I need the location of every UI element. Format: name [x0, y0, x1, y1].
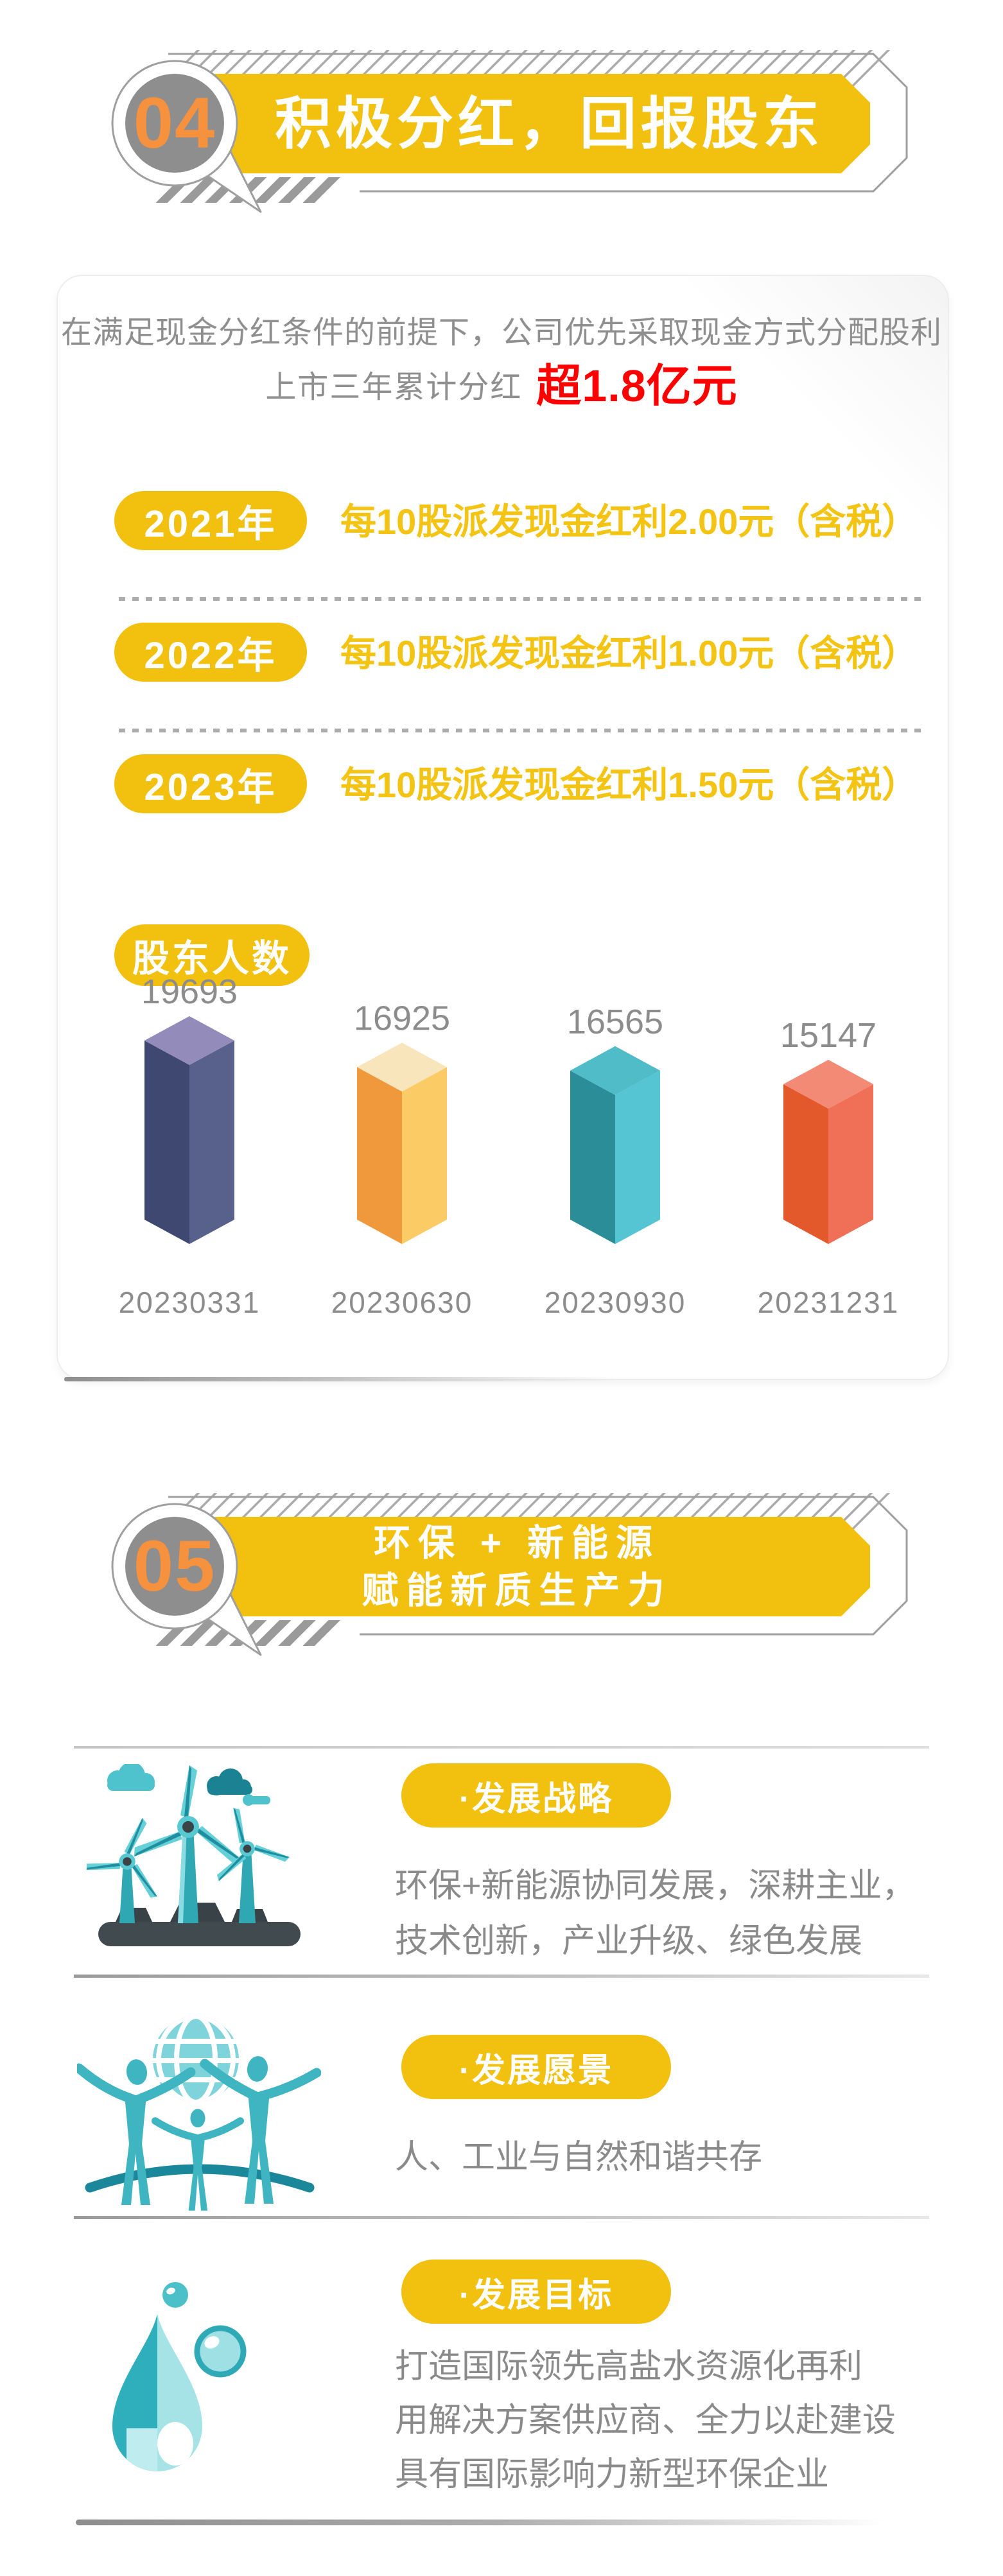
turbine-right	[216, 1808, 290, 1881]
banner-outline	[168, 1496, 908, 1636]
year-badge-2022: 2022年	[114, 623, 307, 682]
people	[77, 2056, 321, 2211]
bar-date-label: 20230331	[119, 1286, 261, 1319]
bar-20230930	[570, 1070, 615, 1244]
bubble-ring	[194, 2325, 247, 2378]
goal-text: 打造国际领先高盐水资源化再利 用解决方案供应商、全力以赴建设 具有国际影响力新型…	[395, 2348, 896, 2493]
water-drop-icon	[112, 2282, 247, 2471]
bar-20230331	[189, 1041, 234, 1244]
strategy-text: 环保+新能源协同发展，深耕主业， 技术创新，产业升级、绿色发展	[395, 1867, 916, 1960]
section-05-header: 05 环保 + 新能源 赋能新质生产力	[0, 1483, 1003, 1663]
dividend-desc-2022: 每10股派发现金红利1.00元（含税）	[340, 633, 918, 673]
divider-line	[74, 1746, 929, 1749]
vision-text: 人、工业与自然和谐共存	[395, 2139, 763, 2176]
dividend-desc-2021: 每10股派发现金红利2.00元（含税）	[340, 501, 918, 542]
strategy-badge: ·发展战略	[401, 1763, 671, 1828]
shareholders-label-badge: 股东人数	[114, 924, 310, 986]
bar-20230930	[615, 1070, 660, 1244]
bar-20230630	[357, 1067, 402, 1244]
bar-20231231	[783, 1060, 873, 1109]
bar-20231231	[783, 1084, 828, 1244]
banner-outline	[168, 53, 908, 193]
section-04-header: 04 积极分红，回报股东	[0, 40, 1003, 220]
header-decoration	[111, 1493, 908, 1656]
wind-turbine-icon	[87, 1764, 301, 1946]
bar-value-label: 15147	[780, 1016, 877, 1055]
number-circle	[125, 1517, 224, 1616]
intro-prefix: 上市三年累计分红	[265, 370, 523, 404]
bar-date-label: 20231231	[758, 1286, 900, 1319]
bar-20231231	[828, 1084, 873, 1244]
clouds	[107, 1764, 270, 1806]
bar-value-label: 16565	[567, 1003, 663, 1041]
drop-highlight	[157, 2422, 193, 2466]
bar-20230331	[144, 1041, 189, 1244]
goal-badge: ·发展目标	[401, 2260, 671, 2324]
dividend-intro-line1: 在满足现金分红条件的前提下，公司优先采取现金方式分配股利	[60, 316, 942, 350]
section-title: 环保 + 新能源 赋能新质生产力	[164, 1517, 870, 1616]
turbine-center	[134, 1765, 241, 1863]
dotted-divider	[119, 729, 925, 732]
yellow-banner	[164, 1517, 870, 1616]
section-title: 积极分红，回报股东	[275, 92, 824, 155]
yellow-banner	[164, 74, 870, 173]
bar-date-label: 20230930	[545, 1286, 686, 1319]
bar-value-label: 16925	[354, 999, 450, 1037]
divider-line	[74, 2216, 929, 2219]
year-badge-2023: 2023年	[114, 754, 307, 813]
bar-20230630	[357, 1042, 447, 1092]
dotted-divider	[119, 597, 925, 601]
section-title-line2: 赋能新质生产力	[362, 1569, 672, 1611]
bar-date-label: 20230630	[331, 1286, 473, 1319]
people-globe-icon	[77, 2016, 321, 2211]
year-badge-2021: 2021年	[114, 491, 307, 550]
bar-20230630	[402, 1067, 447, 1244]
dividend-desc-2023: 每10股派发现金红利1.50元（含税）	[340, 765, 918, 805]
dividend-intro-line2: 上市三年累计分红 超1.8亿元	[57, 350, 946, 415]
bar-20230930	[570, 1046, 660, 1095]
vision-badge: ·发展愿景	[401, 2035, 671, 2099]
bubble-small	[162, 2282, 188, 2308]
intro-highlight: 超1.8亿元	[536, 361, 738, 411]
divider-line	[74, 1975, 929, 1978]
section-number: 04	[133, 83, 216, 163]
header-decoration	[111, 50, 908, 213]
bar-value-label: 19693	[141, 972, 238, 1011]
turbine-left	[87, 1817, 158, 1898]
bar-20230331	[144, 1016, 234, 1065]
shareholders-chart: 19693 20230331 16925 20230630 16565 20230930 1…	[119, 972, 900, 1319]
section-title-line1: 环保 + 新能源	[374, 1522, 660, 1564]
section-number: 05	[133, 1526, 216, 1606]
number-circle	[125, 74, 224, 173]
bottom-divider-line	[76, 2520, 927, 2525]
